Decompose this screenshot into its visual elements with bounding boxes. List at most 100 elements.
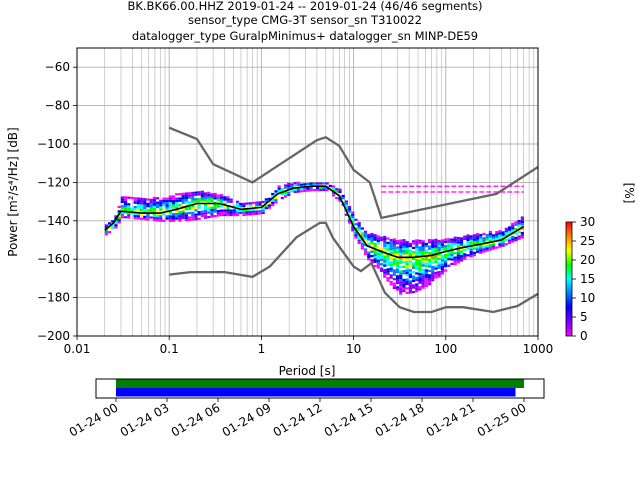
heatmap-cell [235, 209, 240, 212]
heatmap-cell [431, 265, 435, 269]
heatmap-cell [408, 284, 412, 287]
colorbar: 0 5 10 15 20 25 30 [%] [565, 183, 636, 343]
heatmap-cell [472, 243, 476, 246]
heatmap-cell [143, 198, 147, 201]
heatmap-cell [223, 202, 227, 206]
heatmap-cell [315, 182, 320, 185]
heatmap-cell [267, 197, 272, 200]
heatmap-cell [511, 224, 515, 228]
heatmap-cell [427, 280, 432, 284]
heatmap-cell [392, 269, 396, 272]
heatmap-cell [507, 239, 512, 242]
heatmap-cell [347, 221, 352, 224]
heatmap-cell [283, 184, 288, 187]
heatmap-cell [184, 199, 188, 202]
heatmap-cell [495, 237, 499, 240]
noise-model-line [168, 126, 538, 220]
heatmap-cell [130, 196, 134, 200]
heatmap-cell [421, 257, 425, 261]
heatmap-cell [443, 262, 448, 266]
heatmap-cell [203, 207, 208, 210]
timeline-tick-label: 01-24 12 [271, 400, 325, 439]
heatmap-cell [114, 219, 118, 222]
heatmap-cell [357, 237, 361, 240]
noise-models [168, 126, 538, 314]
heatmap-cell [197, 193, 201, 196]
heatmap-cell [453, 258, 457, 261]
heatmap-cell [367, 242, 371, 245]
heatmap-cell [152, 196, 156, 200]
heatmap-cell [399, 292, 403, 295]
y-tick-label: −160 [37, 252, 70, 266]
heatmap-cell [424, 258, 428, 261]
heatmap-cell [427, 247, 432, 250]
heatmap-cell [152, 210, 156, 213]
heatmap-cell [399, 283, 403, 286]
heatmap-cell [402, 281, 406, 284]
heatmap-cell [418, 250, 422, 253]
heatmap-cell [399, 272, 403, 275]
heatmap-cell [431, 243, 435, 247]
heatmap-cell [133, 214, 137, 218]
heatmap-cell [322, 188, 326, 192]
heatmap-cell [127, 209, 131, 213]
heatmap-cell [395, 259, 400, 263]
heatmap-cell [139, 211, 144, 214]
heatmap-cell [386, 244, 390, 247]
heatmap-cell [421, 240, 425, 243]
heatmap-cell [408, 244, 412, 248]
heatmap-cell [376, 264, 380, 267]
heatmap-cell [331, 191, 336, 195]
heatmap-cell [187, 203, 192, 206]
heatmap-cell [383, 275, 387, 278]
heatmap-cell [117, 221, 121, 224]
heatmap-cell [408, 282, 412, 285]
heatmap-cell [127, 212, 131, 215]
heatmap-cell [123, 196, 128, 199]
heatmap-cell [427, 256, 432, 259]
heatmap-cell [389, 274, 393, 277]
heatmap-cell [107, 231, 112, 234]
heatmap-cell [171, 195, 176, 198]
heatmap-cell [408, 289, 412, 292]
chart-title-line3: datalogger_type GuralpMinimus+ datalogge… [132, 29, 478, 43]
heatmap-cell [424, 264, 428, 268]
heatmap-cell [184, 192, 188, 195]
heatmap-cell [440, 259, 444, 262]
heatmap-cell [370, 255, 374, 258]
heatmap-cell [197, 211, 201, 214]
heatmap-cell [395, 264, 400, 267]
heatmap-cell [213, 206, 217, 209]
heatmap-cell [463, 253, 467, 256]
heatmap-cell [511, 236, 515, 239]
heatmap-cell [399, 241, 403, 244]
heatmap-cell [389, 269, 393, 273]
heatmap-cell [395, 268, 400, 271]
heatmap-cell [181, 192, 185, 195]
heatmap-cell [245, 202, 249, 205]
heatmap-cell [123, 207, 128, 210]
heatmap-cell [418, 275, 422, 278]
heatmap-cell [415, 287, 419, 291]
heatmap-cell [431, 274, 435, 277]
heatmap-cell [501, 244, 505, 247]
heatmap-cell [178, 217, 182, 220]
heatmap-cell [159, 208, 163, 211]
heatmap-cell [255, 212, 259, 215]
timeline-tick-label: 01-24 21 [424, 400, 478, 439]
heatmap-cell [437, 251, 441, 254]
heatmap-cell [367, 233, 371, 237]
heatmap-cell [152, 205, 156, 208]
heatmap-cell [363, 230, 368, 233]
heatmap-cell [351, 220, 355, 223]
heatmap-cell [383, 271, 387, 274]
heatmap-cell [395, 288, 400, 291]
heatmap-cell [504, 232, 508, 235]
heatmap-cell [271, 195, 275, 198]
heatmap-cell [434, 240, 438, 244]
heatmap-cell [386, 263, 390, 267]
heatmap-cell [415, 243, 419, 246]
heatmap-cell [168, 210, 172, 214]
heatmap-cell [223, 205, 227, 208]
heatmap-cell [178, 215, 182, 218]
